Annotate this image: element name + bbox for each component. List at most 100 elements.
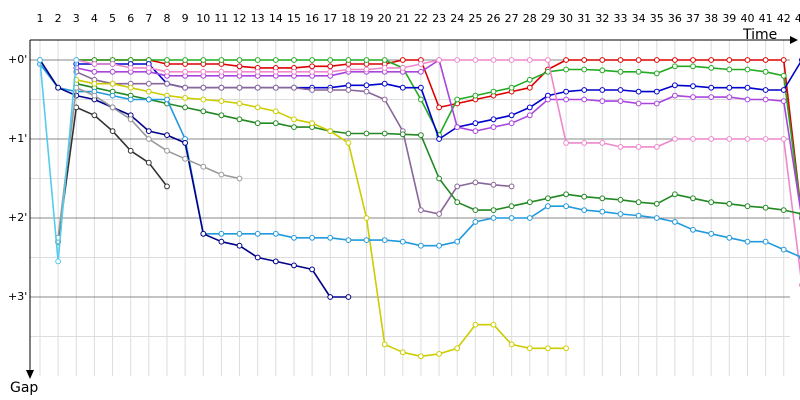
series-point: [218, 68, 225, 75]
series-point: [418, 96, 424, 103]
series-point: [690, 83, 696, 89]
series-point: [744, 66, 751, 73]
series-point: [145, 128, 152, 135]
series-point: [418, 68, 424, 75]
x-tick-label: 2: [55, 12, 62, 25]
series-1: [73, 57, 800, 221]
series-point: [91, 68, 98, 75]
series-point: [182, 57, 189, 63]
series-point: [164, 68, 170, 75]
series-point: [653, 144, 660, 150]
series-point: [526, 199, 533, 206]
x-tick-label: 31: [577, 12, 591, 25]
series-point: [581, 207, 588, 214]
series-point: [291, 116, 297, 123]
series-point: [545, 57, 551, 63]
series-point: [454, 183, 461, 190]
series-point: [254, 104, 261, 111]
series-lines: [37, 57, 800, 360]
series-point: [472, 128, 479, 135]
series-point: [744, 84, 751, 91]
series-point: [672, 57, 678, 63]
series-point: [545, 195, 551, 202]
series-point: [272, 57, 279, 63]
series-point: [418, 207, 424, 214]
x-tick-label: 35: [650, 12, 664, 25]
series-point: [563, 88, 569, 95]
series-point: [508, 215, 515, 221]
series-point: [309, 63, 316, 70]
series-point: [164, 183, 170, 190]
series-point: [563, 345, 569, 352]
series-point: [635, 199, 642, 206]
series-point: [309, 266, 316, 273]
series-point: [490, 215, 497, 221]
series-point: [472, 321, 479, 328]
series-point: [145, 159, 152, 166]
series-point: [164, 96, 170, 103]
axes: Time Gap: [10, 27, 798, 396]
x-tick-label: 14: [269, 12, 283, 25]
series-point: [200, 108, 207, 115]
series-point: [182, 104, 189, 111]
series-point: [272, 108, 279, 115]
x-tick-label: 39: [722, 12, 736, 25]
series-point: [109, 68, 116, 75]
x-tick-label: 11: [214, 12, 228, 25]
series-point: [526, 112, 533, 119]
x-tick-label: 18: [341, 12, 355, 25]
y-axis-title: Gap: [10, 380, 38, 396]
series-point: [418, 61, 424, 67]
series-point: [418, 132, 424, 139]
series-point: [381, 96, 388, 103]
series-point: [599, 57, 606, 63]
series-point: [436, 136, 443, 142]
series-point: [653, 70, 660, 77]
series-point: [399, 65, 406, 71]
y-tick-label: +0': [8, 53, 27, 66]
y-tick-labels: +0' +1' +2' +3': [8, 53, 27, 303]
series-point: [635, 88, 642, 95]
x-tick-label: 17: [323, 12, 337, 25]
series-point: [109, 128, 116, 135]
series-point: [164, 57, 170, 63]
series-point: [327, 68, 334, 75]
series-point: [218, 230, 225, 237]
series-point: [672, 191, 678, 198]
series-point: [145, 80, 152, 87]
series-point: [254, 120, 261, 127]
x-tick-label: 41: [759, 12, 773, 25]
series-point: [672, 82, 678, 89]
series-point: [690, 136, 696, 142]
series-point: [454, 124, 461, 130]
series-point: [617, 57, 624, 63]
series-point: [309, 68, 316, 75]
series-point: [490, 124, 497, 130]
series-point: [490, 116, 497, 123]
x-tick-label: 19: [360, 12, 374, 25]
series-point: [236, 68, 243, 75]
x-tick-label: 9: [182, 12, 189, 25]
series-point: [744, 238, 751, 245]
series-point: [563, 140, 569, 146]
series-point: [381, 341, 388, 348]
series-point: [653, 57, 660, 63]
series-point: [617, 87, 624, 93]
x-tick-label: 40: [740, 12, 754, 25]
series-point: [345, 66, 352, 73]
series-point: [436, 104, 443, 111]
x-tick-label: 5: [109, 12, 116, 25]
series-10: [55, 104, 170, 245]
series-point: [381, 237, 388, 244]
series-point: [109, 80, 116, 87]
series-point: [672, 219, 678, 225]
series-point: [363, 82, 370, 89]
series-point: [272, 230, 279, 237]
time-axis-arrow: [790, 36, 798, 44]
series-point: [236, 63, 243, 70]
series-point: [780, 207, 787, 214]
series-point: [581, 140, 588, 146]
x-tick-label: 33: [613, 12, 627, 25]
series-point: [254, 254, 261, 261]
series-point: [708, 84, 715, 91]
